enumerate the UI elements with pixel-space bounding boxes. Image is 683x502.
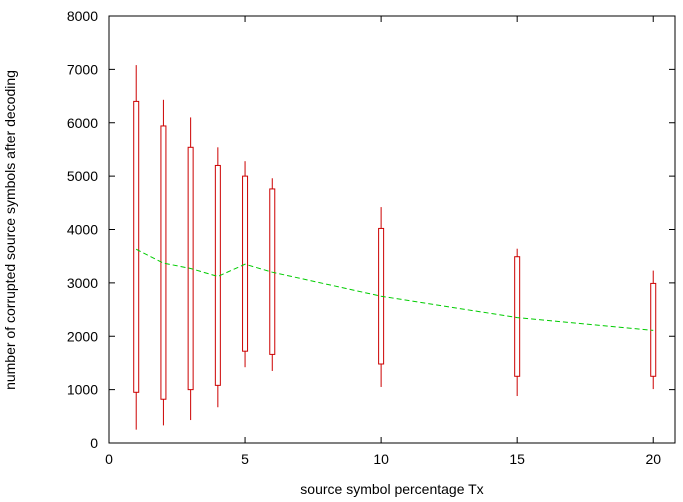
x-tick-label: 5: [241, 451, 249, 467]
box-x-5: [242, 161, 249, 368]
y-tick-label: 6000: [67, 115, 98, 131]
box-body: [160, 125, 167, 400]
mean-line: [135, 248, 654, 331]
y-axis-label: number of corrupted source symbols after…: [2, 70, 18, 390]
y-tick-label: 4000: [67, 222, 98, 238]
axis-ticks: 0 5 10 15 20 0 1000 2000 3000 4000 5000 6000 7000 800…: [67, 8, 675, 467]
x-tick-label: 0: [105, 451, 113, 467]
x-axis-label: source symbol percentage Tx: [300, 481, 483, 497]
box-x-10: [378, 207, 385, 387]
box-x-1: [133, 65, 140, 430]
box-x-2: [160, 99, 167, 426]
x-tick-label: 10: [373, 451, 389, 467]
box-body: [133, 100, 140, 393]
y-tick-label: 0: [90, 435, 98, 451]
box-x-4: [214, 147, 221, 408]
box-x-3: [187, 117, 194, 421]
box-x-15: [514, 248, 521, 397]
box-body: [514, 256, 521, 377]
box-x-6: [269, 178, 276, 371]
x-tick-label: 20: [645, 451, 661, 467]
plot-frame: [108, 15, 676, 444]
box-body: [242, 175, 249, 352]
y-tick-label: 2000: [67, 328, 98, 344]
box-body: [187, 146, 194, 391]
y-tick-label: 7000: [67, 61, 98, 77]
y-tick-label: 3000: [67, 275, 98, 291]
y-tick-label: 1000: [67, 382, 98, 398]
box-series: [133, 65, 657, 430]
y-tick-label: 5000: [67, 168, 98, 184]
y-tick-label: 8000: [67, 8, 98, 24]
x-tick-label: 15: [509, 451, 525, 467]
box-body: [269, 188, 276, 355]
